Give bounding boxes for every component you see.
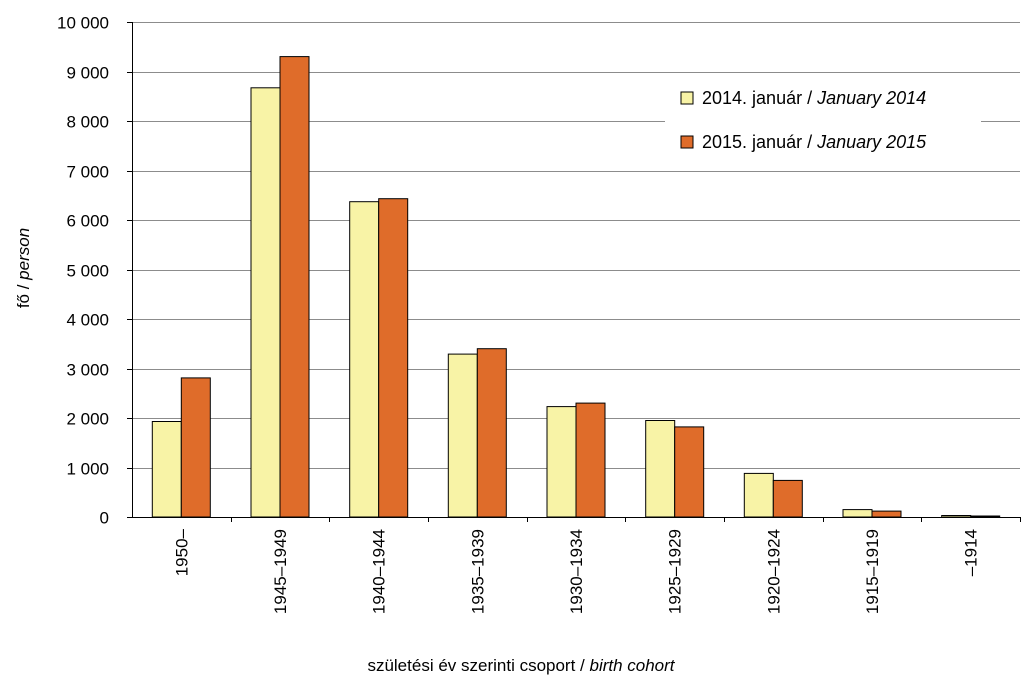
bar-2014 <box>645 420 676 518</box>
bar-2014 <box>743 472 774 518</box>
y-tick-label: 3 000 <box>66 361 109 380</box>
bar-2014 <box>349 201 380 518</box>
bar-2014 <box>941 515 972 518</box>
y-axis-title-italic: person <box>14 228 33 281</box>
x-tick-label: 1935–1939 <box>468 529 487 614</box>
bar-2014 <box>250 87 281 518</box>
y-axis-title-main: fő / <box>14 280 33 308</box>
x-tick-label: 1915–1919 <box>863 529 882 614</box>
y-tick-label: 8 000 <box>66 113 109 132</box>
y-axis-title: fő / person <box>14 228 33 308</box>
x-axis-title-italic: birth cohort <box>589 656 675 675</box>
bar-2014 <box>447 353 478 518</box>
y-tick-label: 6 000 <box>66 212 109 231</box>
x-tick-labels: 1950– 1945–1949 1940–1944 1935–1939 1930–193… <box>172 528 980 614</box>
bar-2015 <box>772 479 803 518</box>
x-tick-label: 1930–1934 <box>567 529 586 614</box>
y-tick-label: 2 000 <box>66 410 109 429</box>
x-tick-label: 1920–1924 <box>764 529 783 614</box>
bar-2015 <box>674 426 705 518</box>
bar-2014 <box>546 406 577 518</box>
y-tick-label: 9 000 <box>66 64 109 83</box>
x-axis-title: születési év szerinti csoport / birth co… <box>367 656 675 675</box>
x-tick-label: 1945–1949 <box>271 529 290 614</box>
axes <box>127 22 1021 522</box>
y-tick-label: 4 000 <box>66 311 109 330</box>
bar-2015 <box>476 348 507 518</box>
bar-2015 <box>575 402 606 518</box>
bar-2014 <box>151 421 182 518</box>
legend-label-2014: 2014. január / January 2014 <box>702 88 926 108</box>
legend: 2014. január / January 2014 2015. január… <box>665 82 981 162</box>
x-axis-title-main: születési év szerinti csoport / <box>367 656 589 675</box>
legend-label-2015-italic: January 2015 <box>816 132 927 152</box>
legend-label-2015-main: 2015. január / <box>702 132 817 152</box>
y-tick-label: 0 <box>100 509 109 528</box>
x-tick-label: 1950– <box>172 528 191 576</box>
y-tick-label: 5 000 <box>66 262 109 281</box>
legend-bg <box>665 82 981 162</box>
bar-2015 <box>279 56 310 518</box>
legend-swatch-2015 <box>680 135 694 149</box>
x-tick-label: –1914 <box>962 529 981 576</box>
legend-swatch-2014 <box>680 91 694 105</box>
y-tick-label: 10 000 <box>57 14 109 33</box>
bar-2015 <box>378 198 409 518</box>
bar-2015 <box>180 377 211 518</box>
legend-label-2015: 2015. január / January 2015 <box>702 132 927 152</box>
y-tick-labels: 0 1 000 2 000 3 000 4 000 5 000 6 000 7 000 8 00… <box>57 14 109 528</box>
legend-label-2014-italic: January 2014 <box>816 88 926 108</box>
bar-2015 <box>970 515 1001 518</box>
x-tick-label: 1925–1929 <box>666 529 685 614</box>
legend-label-2014-main: 2014. január / <box>702 88 817 108</box>
bar-2014 <box>842 509 873 518</box>
y-tick-label: 7 000 <box>66 163 109 182</box>
y-tick-label: 1 000 <box>66 460 109 479</box>
bar-2015 <box>871 510 902 518</box>
x-tick-label: 1940–1944 <box>370 529 389 614</box>
